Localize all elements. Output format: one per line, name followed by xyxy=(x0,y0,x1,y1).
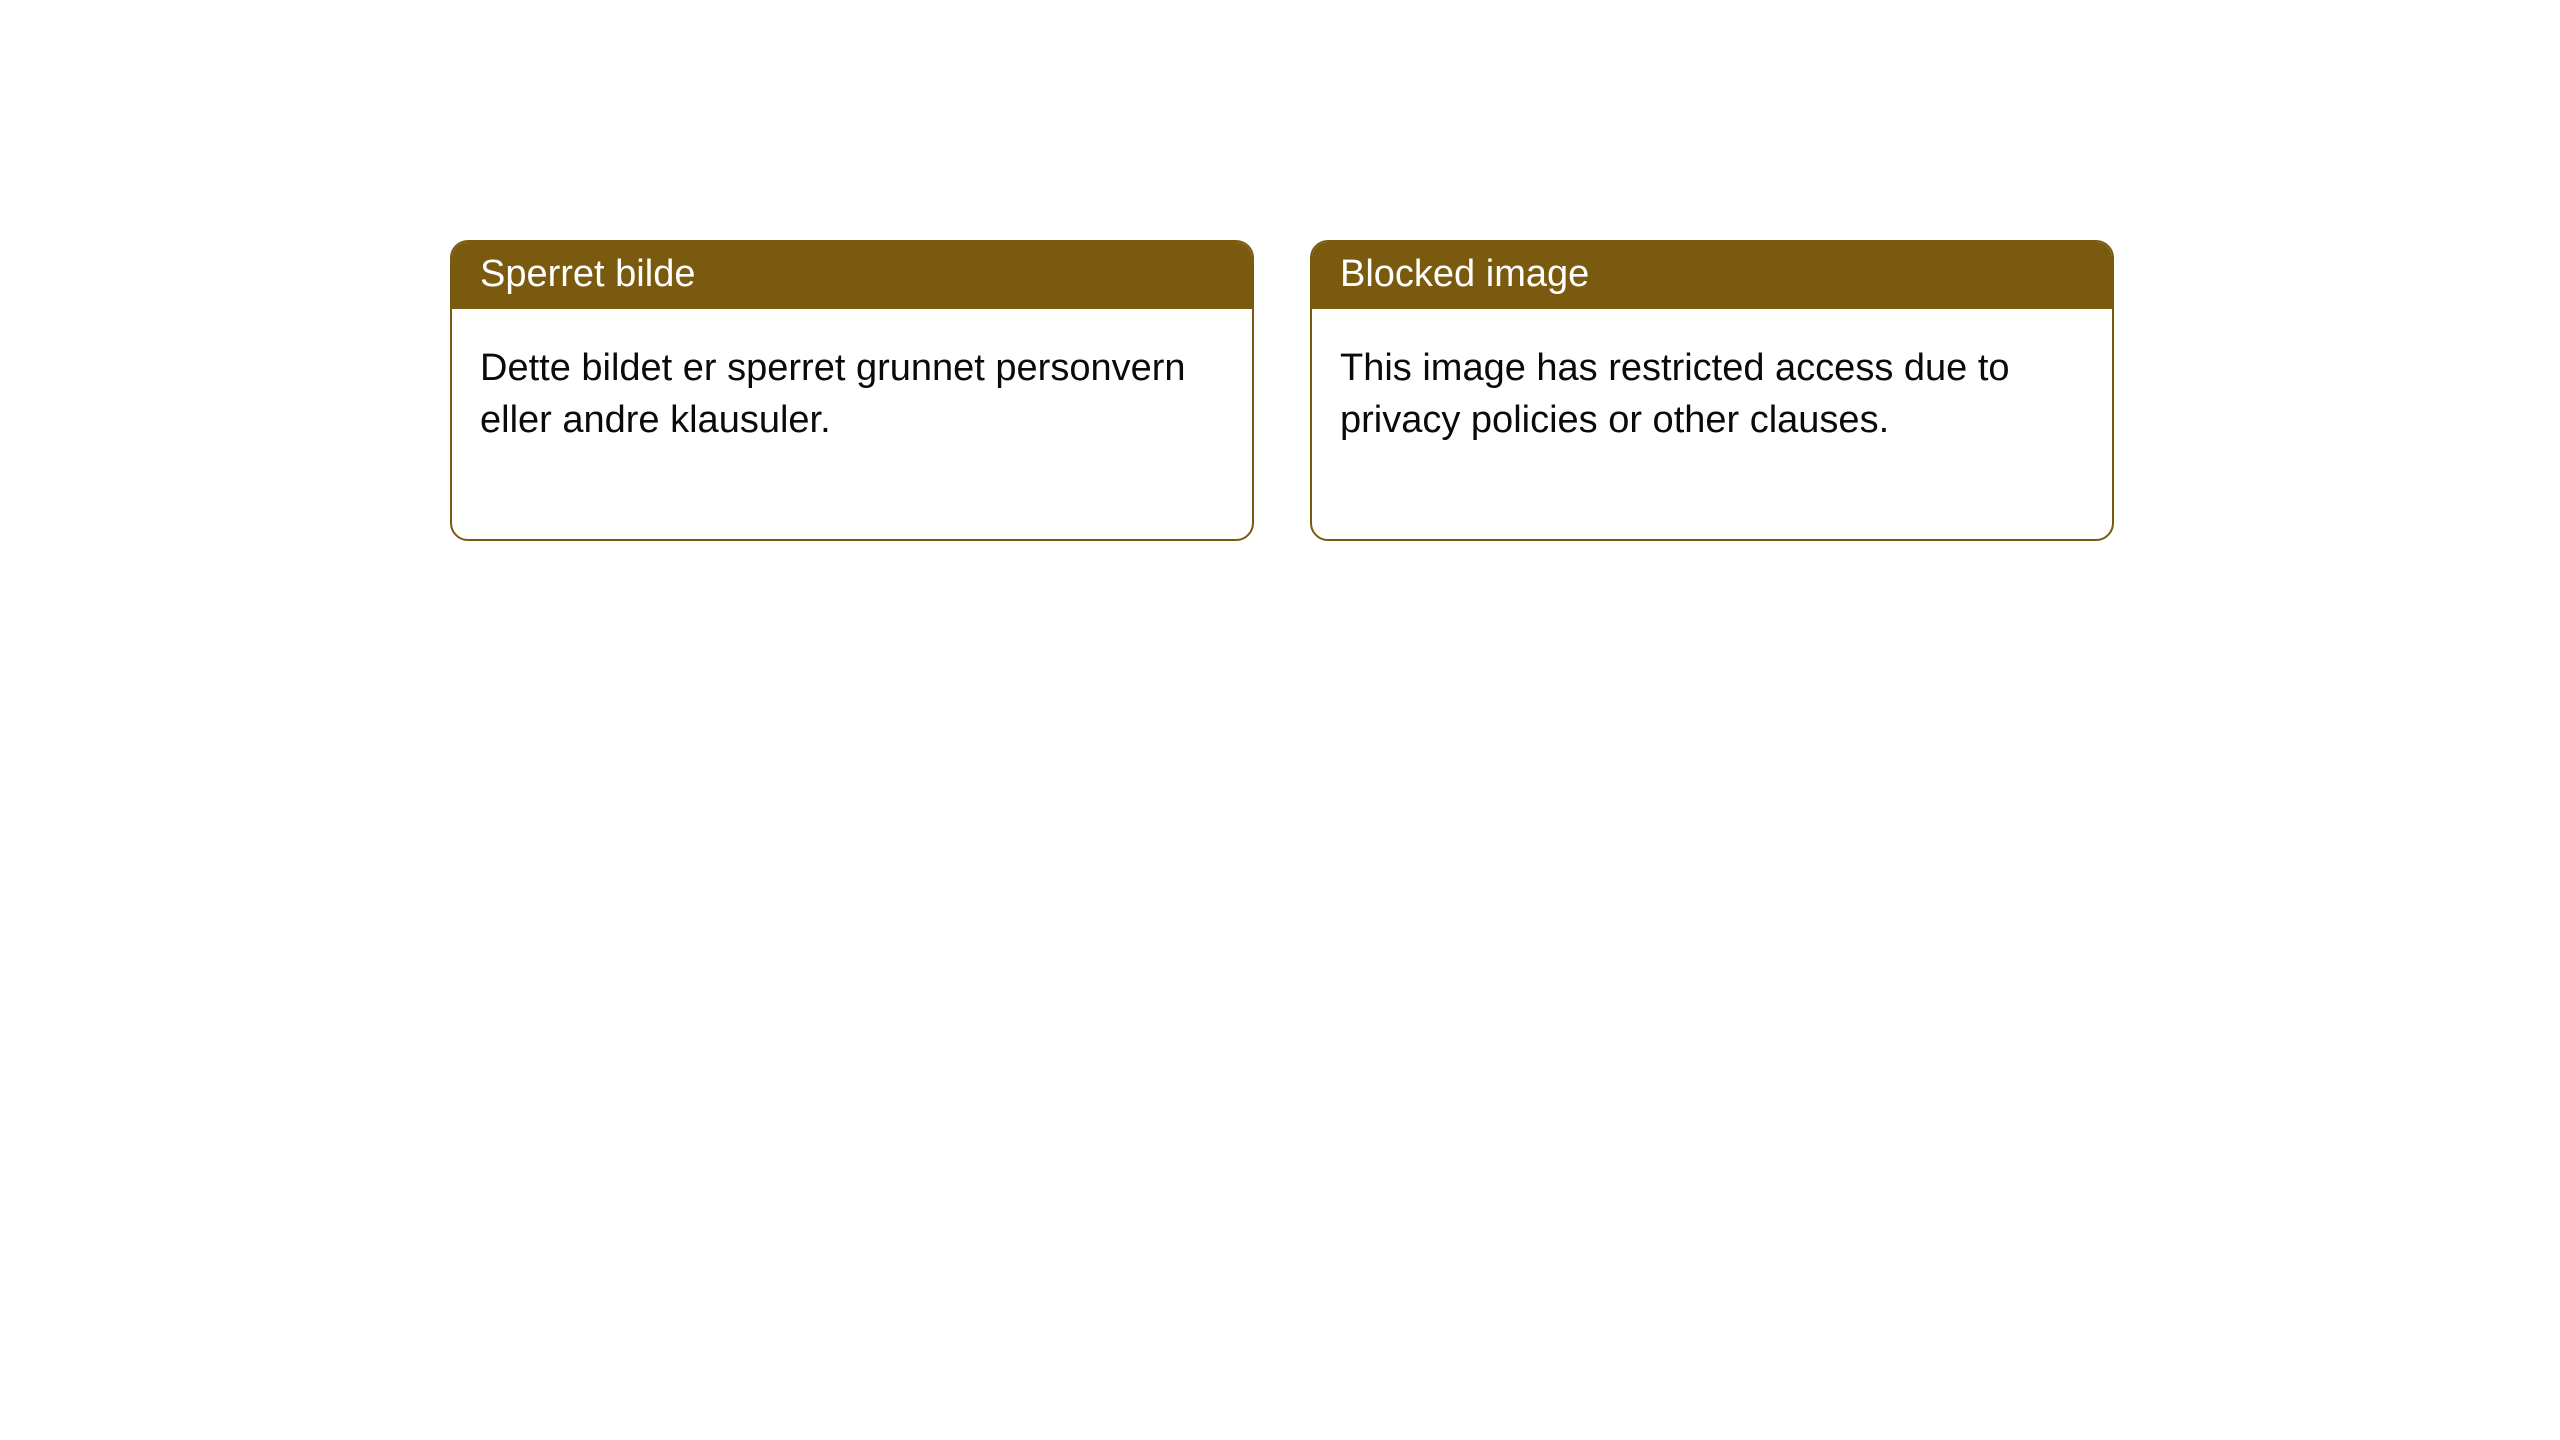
notice-card-english: Blocked image This image has restricted … xyxy=(1310,240,2114,541)
notice-body: Dette bildet er sperret grunnet personve… xyxy=(452,309,1252,539)
notice-title: Sperret bilde xyxy=(452,242,1252,309)
notice-card-norwegian: Sperret bilde Dette bildet er sperret gr… xyxy=(450,240,1254,541)
notice-container: Sperret bilde Dette bildet er sperret gr… xyxy=(0,0,2560,541)
notice-body: This image has restricted access due to … xyxy=(1312,309,2112,539)
notice-title: Blocked image xyxy=(1312,242,2112,309)
